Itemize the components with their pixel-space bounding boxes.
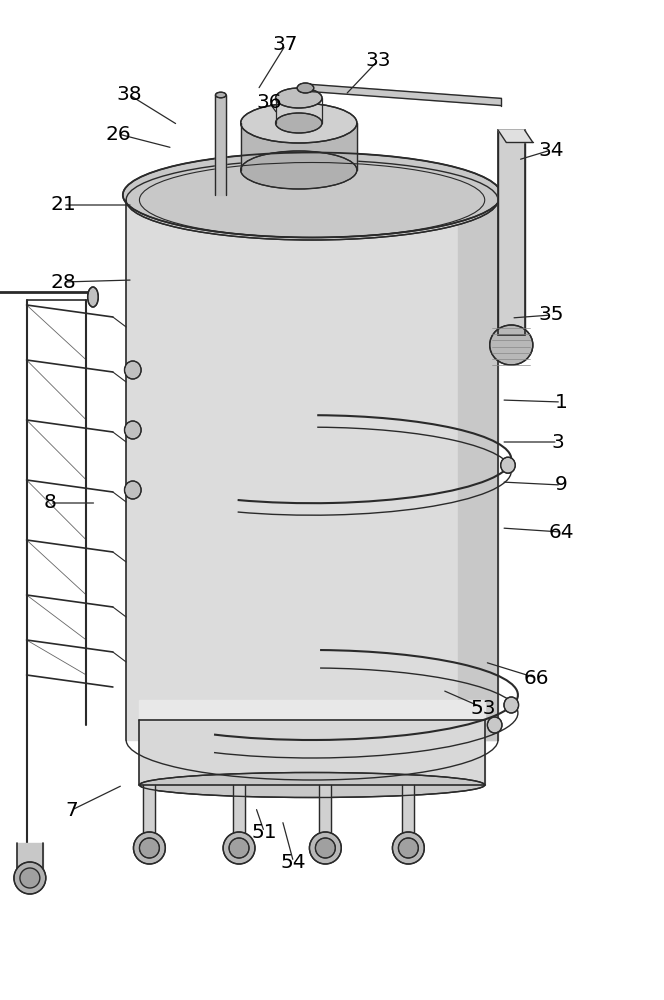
Ellipse shape — [487, 717, 502, 733]
Ellipse shape — [315, 838, 335, 858]
Polygon shape — [305, 84, 501, 106]
Text: 66: 66 — [524, 668, 549, 688]
Text: 38: 38 — [117, 86, 142, 104]
Text: 3: 3 — [551, 432, 564, 452]
Text: 53: 53 — [471, 698, 496, 718]
Text: 26: 26 — [106, 124, 131, 143]
Ellipse shape — [125, 421, 141, 439]
Polygon shape — [402, 785, 414, 843]
Polygon shape — [240, 123, 357, 170]
Ellipse shape — [309, 832, 341, 864]
Polygon shape — [139, 700, 485, 720]
Polygon shape — [319, 785, 331, 843]
Ellipse shape — [398, 838, 418, 858]
Ellipse shape — [229, 838, 249, 858]
Ellipse shape — [126, 160, 498, 240]
Text: 35: 35 — [539, 306, 564, 324]
Ellipse shape — [276, 88, 322, 108]
Polygon shape — [498, 130, 525, 347]
Text: 9: 9 — [554, 476, 568, 494]
Ellipse shape — [14, 862, 46, 894]
Text: 21: 21 — [50, 196, 76, 215]
Polygon shape — [143, 785, 155, 843]
Polygon shape — [126, 200, 498, 740]
Polygon shape — [233, 785, 245, 843]
Ellipse shape — [223, 832, 255, 864]
Ellipse shape — [125, 361, 141, 379]
Ellipse shape — [123, 152, 501, 237]
Polygon shape — [17, 843, 43, 873]
Text: 1: 1 — [554, 392, 568, 412]
Polygon shape — [215, 95, 226, 195]
Text: 7: 7 — [65, 800, 78, 820]
Text: 37: 37 — [273, 35, 298, 54]
Polygon shape — [458, 200, 498, 740]
Bar — [498, 130, 525, 335]
Polygon shape — [498, 130, 533, 142]
Ellipse shape — [20, 868, 40, 888]
Bar — [498, 130, 525, 335]
Ellipse shape — [133, 832, 165, 864]
Ellipse shape — [297, 83, 314, 93]
Ellipse shape — [125, 481, 141, 499]
Ellipse shape — [490, 325, 533, 365]
Ellipse shape — [276, 113, 322, 133]
Text: 28: 28 — [50, 272, 76, 292]
Ellipse shape — [392, 832, 424, 864]
Text: 33: 33 — [366, 50, 391, 70]
Ellipse shape — [88, 287, 98, 307]
Ellipse shape — [139, 772, 485, 798]
Ellipse shape — [215, 92, 226, 98]
Text: 54: 54 — [281, 852, 306, 871]
Ellipse shape — [504, 697, 519, 713]
Text: 8: 8 — [43, 493, 56, 512]
Text: 34: 34 — [539, 140, 564, 159]
Text: 36: 36 — [256, 93, 282, 111]
Text: 51: 51 — [252, 822, 277, 842]
Text: 64: 64 — [548, 522, 574, 542]
Ellipse shape — [501, 457, 515, 473]
Ellipse shape — [240, 103, 357, 143]
Ellipse shape — [240, 151, 357, 189]
Ellipse shape — [139, 838, 159, 858]
Polygon shape — [139, 720, 485, 785]
